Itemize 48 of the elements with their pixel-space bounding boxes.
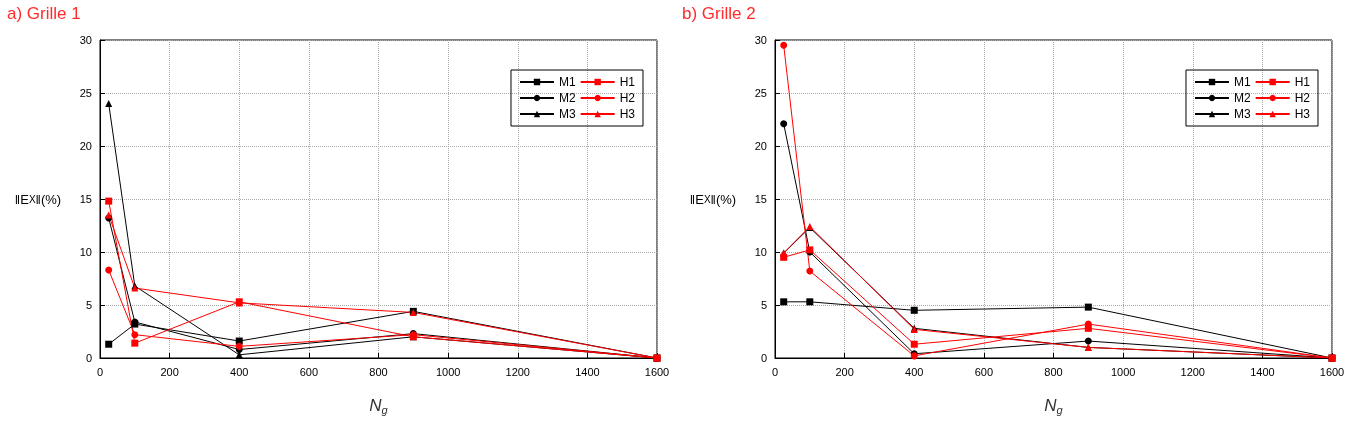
y-tick-label: 0 xyxy=(85,352,92,364)
x-tick-label: 200 xyxy=(160,365,179,378)
x-tick-label: 600 xyxy=(974,365,994,378)
chart-title: a) Grille 1 xyxy=(7,4,81,23)
y-tick-label: 25 xyxy=(79,87,92,99)
x-tick-label: 600 xyxy=(299,365,319,378)
y-tick-label: 15 xyxy=(79,193,92,205)
x-tick-label: 0 xyxy=(771,365,779,378)
legend-label: M1 xyxy=(1233,75,1251,89)
legend-label: M1 xyxy=(558,75,576,89)
legend-label: M3 xyxy=(1233,107,1251,121)
legend-label: M3 xyxy=(558,107,576,121)
legend-label: H2 xyxy=(1294,91,1311,105)
legend-label: H3 xyxy=(1294,107,1311,121)
y-tick-label: 15 xyxy=(754,193,767,205)
y-tick-label: 5 xyxy=(760,299,767,311)
x-tick-label: 800 xyxy=(369,365,388,378)
x-tick-label: 1600 xyxy=(644,365,670,378)
x-tick-label: 1200 xyxy=(1180,365,1205,378)
y-axis-title: ‖EX‖(%) xyxy=(14,191,62,207)
x-tick-label: 200 xyxy=(835,365,854,378)
y-tick-label: 5 xyxy=(85,299,92,311)
y-tick-label: 30 xyxy=(754,34,767,46)
y-tick-label: 25 xyxy=(754,87,767,99)
chart-title: b) Grille 2 xyxy=(682,4,756,23)
legend-label: H1 xyxy=(1294,75,1311,89)
x-tick-label: 1000 xyxy=(1110,365,1136,378)
x-tick-label: 400 xyxy=(230,365,249,378)
y-axis-title: ‖EX‖(%) xyxy=(689,191,737,207)
legend-label: H1 xyxy=(619,75,636,89)
legend-label: M2 xyxy=(1233,91,1251,105)
x-tick-label: 800 xyxy=(1044,365,1063,378)
y-tick-label: 30 xyxy=(79,34,92,46)
y-tick-label: 10 xyxy=(754,246,767,258)
y-tick-label: 20 xyxy=(754,140,767,152)
y-tick-label: 20 xyxy=(79,140,92,152)
legend-label: H2 xyxy=(619,91,636,105)
legend-label: M2 xyxy=(558,91,576,105)
x-tick-label: 1200 xyxy=(505,365,530,378)
legend-label: H3 xyxy=(619,107,636,121)
x-tick-label: 1600 xyxy=(1319,365,1345,378)
x-tick-label: 1400 xyxy=(575,365,600,378)
x-tick-label: 400 xyxy=(905,365,924,378)
y-tick-label: 10 xyxy=(79,246,92,258)
x-tick-label: 1000 xyxy=(435,365,461,378)
x-tick-label: 0 xyxy=(96,365,104,378)
y-tick-label: 0 xyxy=(760,352,767,364)
x-tick-label: 1400 xyxy=(1250,365,1275,378)
